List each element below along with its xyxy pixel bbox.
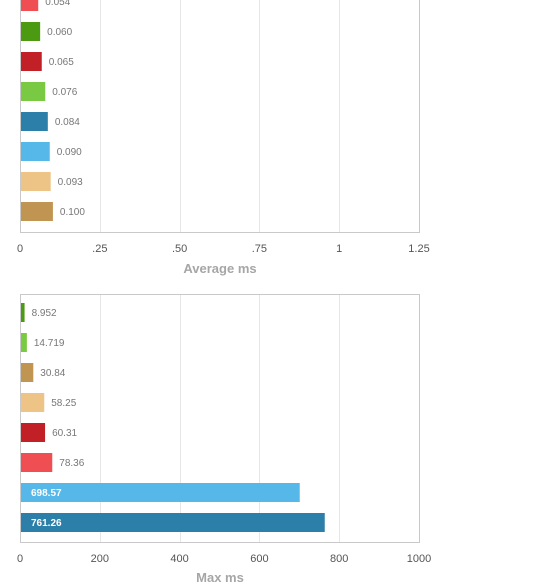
bar [21,172,51,191]
bar-value-label: 698.57 [31,488,62,499]
bar [21,483,300,502]
x-tick-label: 0 [17,553,23,565]
bar [21,22,41,41]
bar-value-label: 0.065 [49,57,74,68]
bar-value-label: 30.84 [40,368,65,379]
bar-value-label: 0.084 [55,117,80,128]
bar-value-label: 78.36 [59,458,84,469]
x-axis-title: Max ms [196,570,244,585]
x-tick-label: 400 [170,553,188,565]
bar [21,202,53,221]
bar-value-label: 0.076 [52,87,77,98]
bar [21,363,34,382]
bar [21,423,46,442]
bar-value-label: 60.31 [52,428,77,439]
plot-frame [20,294,420,543]
bar [21,52,42,71]
bar [21,82,46,101]
bar-value-label: 58.25 [51,398,76,409]
bar-value-label: 0.060 [47,27,72,38]
bar-value-label: 0.100 [60,207,85,218]
x-tick-label: 1.25 [408,243,429,255]
bar-value-label: 8.952 [32,308,57,319]
x-tick-label: 0 [17,243,23,255]
bar [21,333,27,352]
bar-value-label: 0.054 [45,0,70,8]
x-tick-label: .75 [252,243,267,255]
bar [21,303,25,322]
x-tick-label: .50 [172,243,187,255]
bar [21,393,45,412]
bar-value-label: 0.093 [58,177,83,188]
x-axis-title: Average ms [183,261,256,276]
x-tick-label: 1 [336,243,342,255]
bar [21,453,53,472]
bar [21,513,325,532]
x-tick-label: 800 [330,553,348,565]
x-tick-label: 200 [91,553,109,565]
x-tick-label: .25 [92,243,107,255]
bar [21,0,39,11]
bar-value-label: 0.090 [57,147,82,158]
x-tick-label: 1000 [407,553,431,565]
bar-value-label: 14.719 [34,338,65,349]
x-tick-label: 600 [250,553,268,565]
plot-frame [20,0,420,233]
bar [21,142,50,161]
bar [21,112,48,131]
bar-value-label: 761.26 [31,518,62,529]
